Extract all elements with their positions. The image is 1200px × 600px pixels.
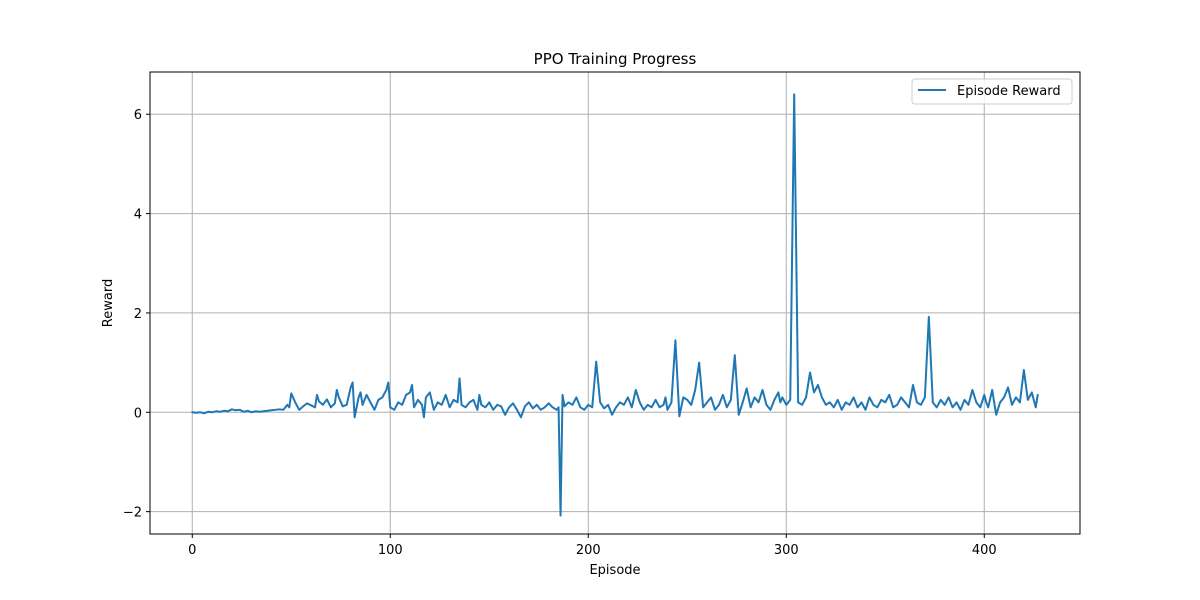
y-tick-label: 4 (134, 208, 142, 223)
y-tick-label: 2 (134, 307, 142, 322)
y-axis-label: Reward (101, 279, 116, 327)
legend-box (911, 78, 1073, 105)
x-axis-label: Episode (589, 563, 640, 578)
y-tick-label: −2 (123, 506, 142, 521)
legend-label-episode-reward: Episode Reward (957, 84, 1061, 99)
legend: Episode Reward (911, 78, 1073, 105)
grid (150, 72, 1080, 534)
x-tick-label: 100 (378, 543, 403, 558)
x-tick-label: 400 (972, 543, 997, 558)
chart-title: PPO Training Progress (534, 50, 697, 68)
y-tick-label: 6 (134, 108, 142, 123)
ticks: 0 100 200 300 400 −2 0 2 4 6 (123, 108, 997, 558)
plot-frame (149, 71, 1081, 535)
series-layer (191, 93, 1039, 517)
x-tick-label: 200 (576, 543, 601, 558)
series-line-episode-reward (191, 93, 1039, 517)
x-tick-label: 0 (188, 543, 196, 558)
y-tick-label: 0 (134, 406, 142, 421)
x-tick-label: 300 (774, 543, 799, 558)
